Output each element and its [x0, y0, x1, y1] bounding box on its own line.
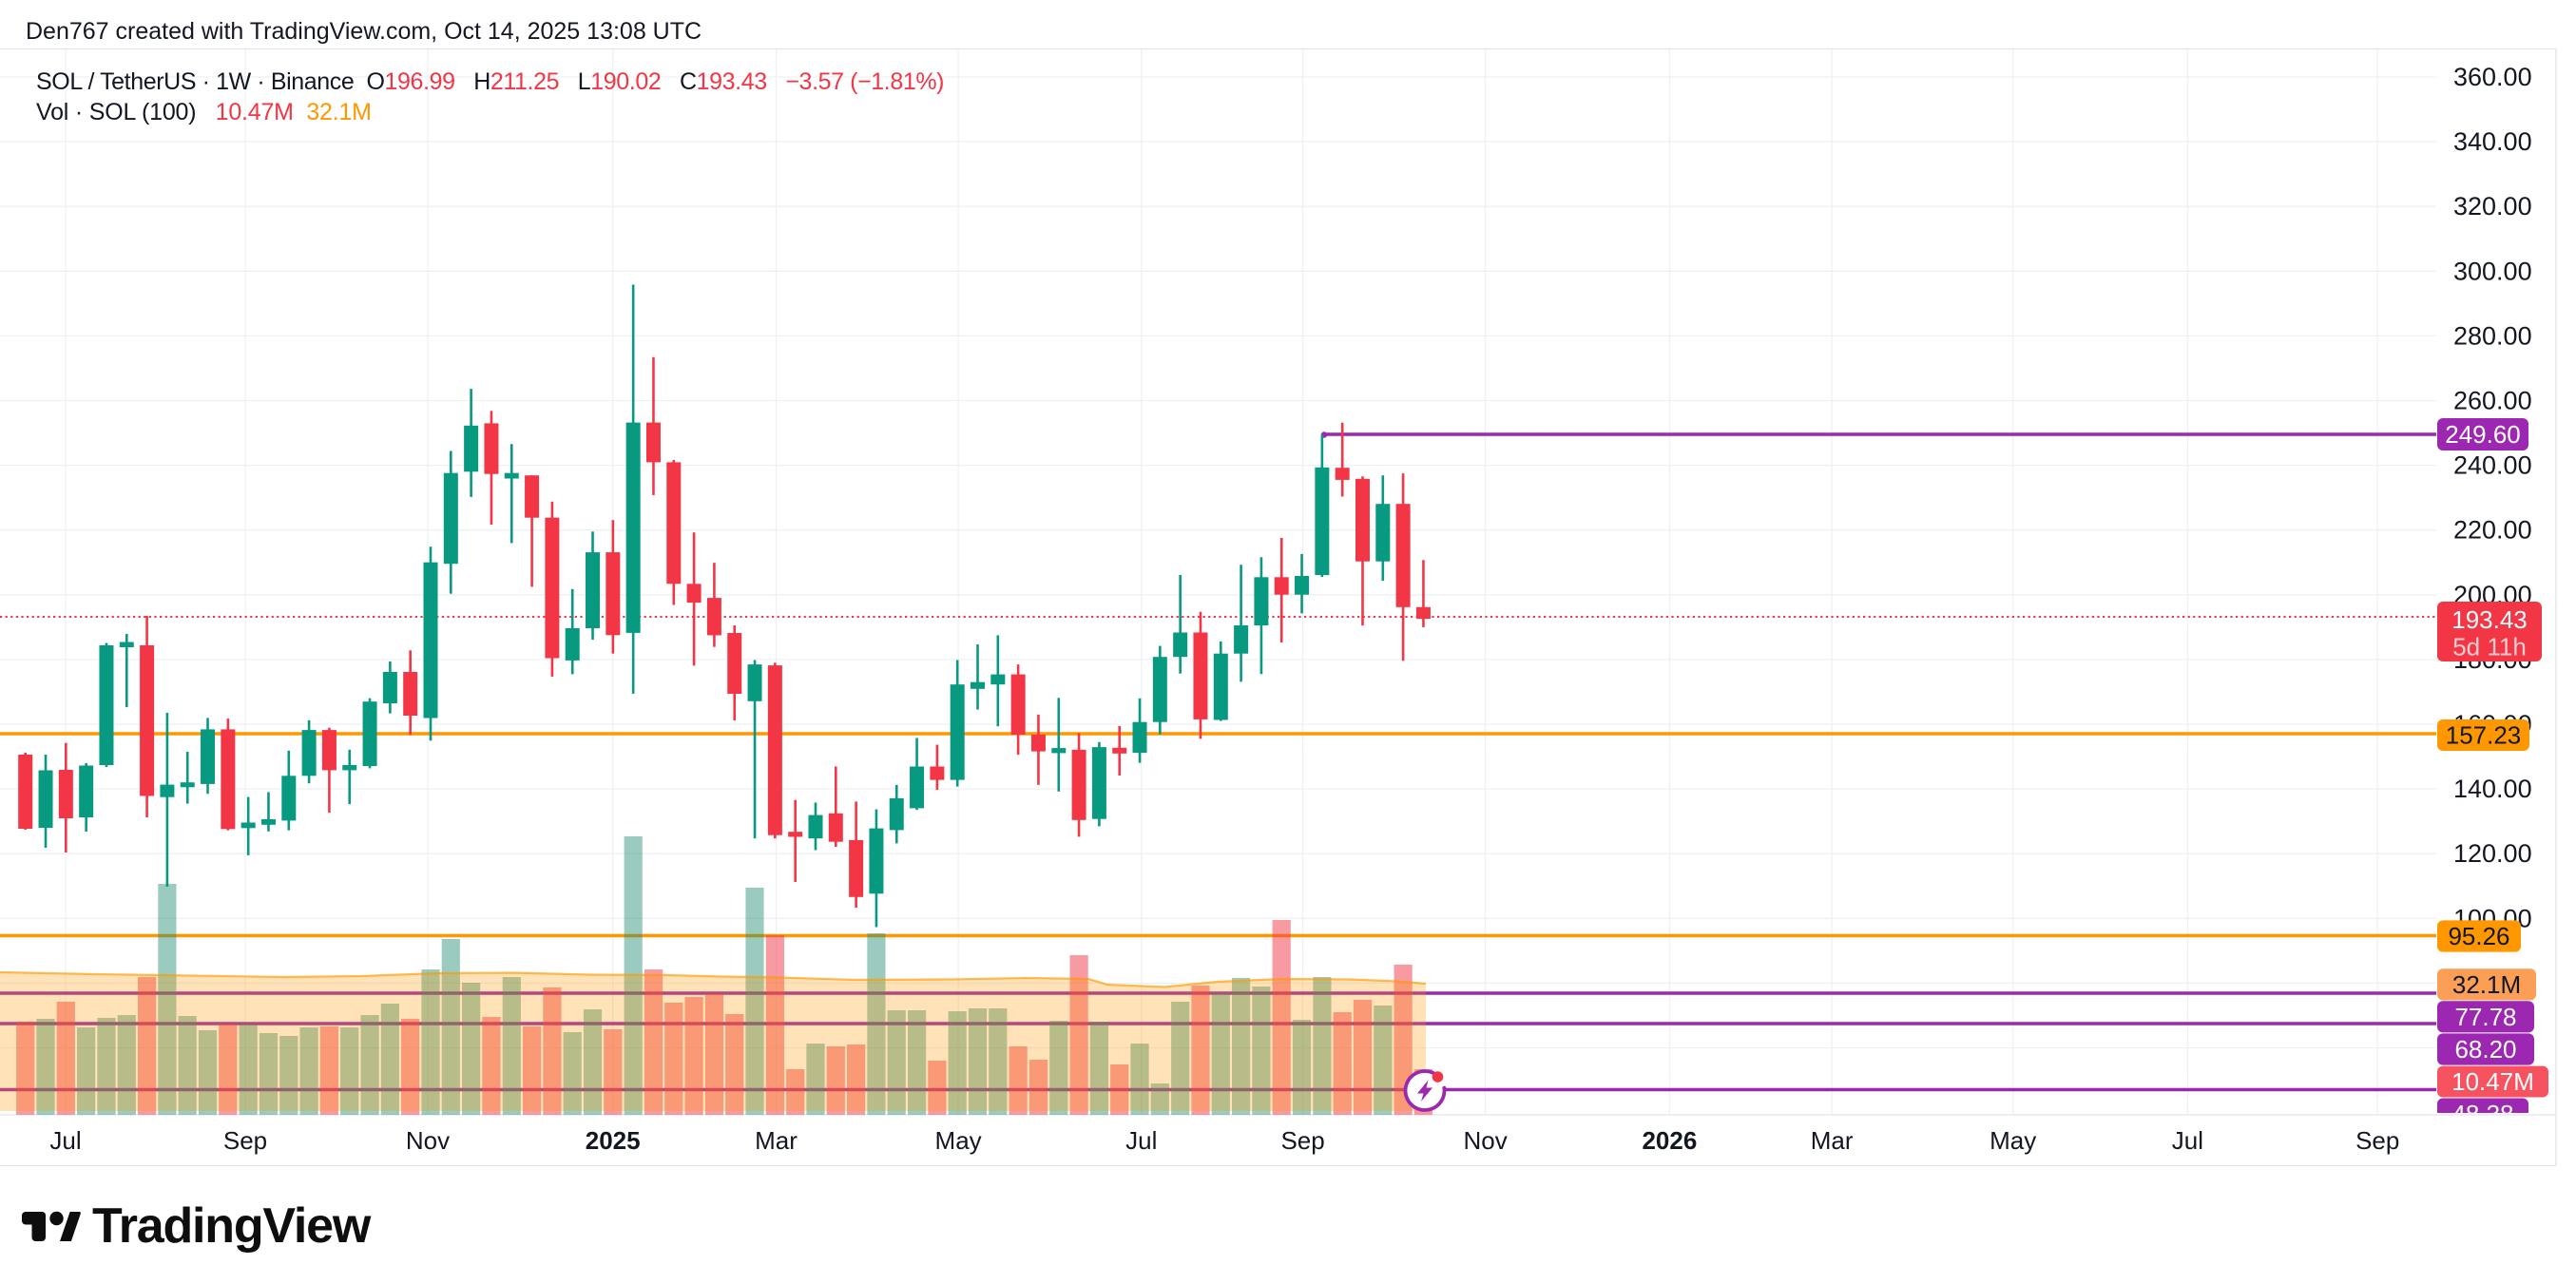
- svg-text:Jul: Jul: [2172, 1126, 2203, 1155]
- svg-text:Sep: Sep: [223, 1126, 267, 1155]
- svg-text:360.00: 360.00: [2453, 63, 2532, 91]
- svg-text:95.26: 95.26: [2448, 922, 2509, 950]
- svg-text:Vol · SOL (100) 10.47M 32.1: Vol · SOL (100) 10.47M 32.1M: [36, 99, 372, 125]
- svg-text:32.1M: 32.1M: [2452, 970, 2521, 999]
- svg-text:Mar: Mar: [1811, 1126, 1854, 1155]
- svg-text:Nov: Nov: [1463, 1126, 1507, 1155]
- svg-text:TradingView: TradingView: [92, 1198, 372, 1254]
- svg-text:249.60: 249.60: [2445, 420, 2521, 449]
- svg-text:May: May: [935, 1126, 982, 1155]
- svg-text:10.47M: 10.47M: [2451, 1067, 2534, 1096]
- svg-text:2026: 2026: [1642, 1126, 1697, 1155]
- svg-text:320.00: 320.00: [2453, 192, 2532, 220]
- svg-text:157.23: 157.23: [2446, 721, 2522, 750]
- svg-text:5d 11h: 5d 11h: [2452, 633, 2527, 661]
- svg-text:77.78: 77.78: [2454, 1003, 2516, 1031]
- svg-text:340.00: 340.00: [2453, 127, 2532, 156]
- svg-text:193.43: 193.43: [2451, 605, 2528, 634]
- svg-text:Sep: Sep: [1280, 1126, 1324, 1155]
- svg-text:Nov: Nov: [406, 1126, 450, 1155]
- svg-text:SOL / TetherUS · 1W · Binance: SOL / TetherUS · 1W · Binance O196.99 H2…: [36, 68, 944, 95]
- svg-text:May: May: [1990, 1126, 2036, 1155]
- svg-text:Mar: Mar: [755, 1126, 798, 1155]
- svg-text:Sep: Sep: [2355, 1126, 2399, 1155]
- svg-text:240.00: 240.00: [2453, 451, 2532, 480]
- svg-text:220.00: 220.00: [2453, 516, 2532, 545]
- svg-text:Jul: Jul: [49, 1126, 81, 1155]
- svg-text:68.20: 68.20: [2454, 1035, 2516, 1064]
- svg-text:280.00: 280.00: [2453, 321, 2532, 350]
- svg-text:120.00: 120.00: [2453, 839, 2532, 868]
- svg-text:300.00: 300.00: [2453, 257, 2532, 285]
- svg-text:48.38: 48.38: [2451, 1100, 2513, 1128]
- svg-text:Jul: Jul: [1125, 1126, 1157, 1155]
- svg-text:Den767 created with TradingVie: Den767 created with TradingView.com, Oct…: [26, 18, 702, 45]
- svg-text:140.00: 140.00: [2453, 775, 2532, 803]
- svg-text:2025: 2025: [586, 1126, 641, 1155]
- svg-text:260.00: 260.00: [2453, 387, 2532, 415]
